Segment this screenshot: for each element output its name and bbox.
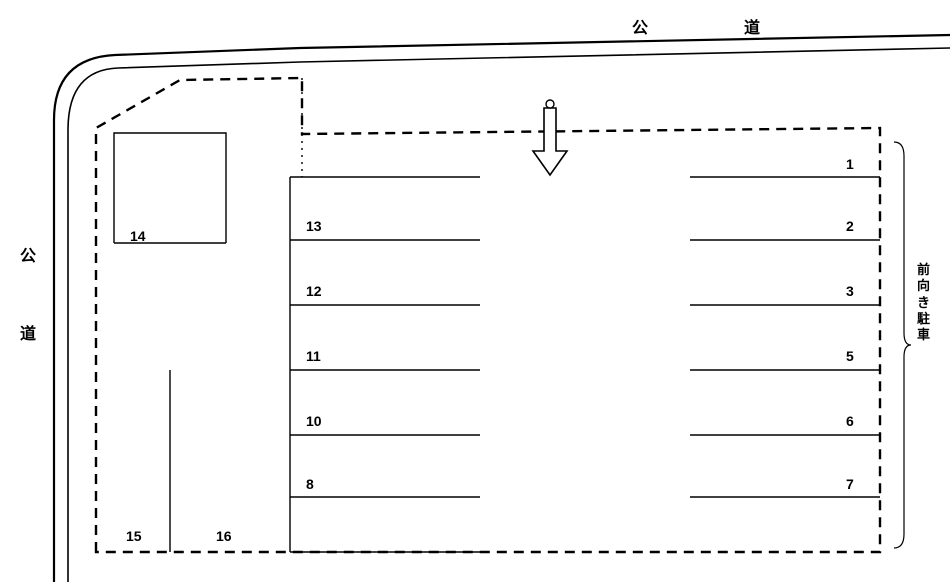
road-label-top-1: 公 — [632, 14, 648, 38]
road-label-left-2: 道 — [20, 320, 36, 344]
slot-number: 5 — [846, 348, 854, 364]
slot-number: 10 — [306, 413, 322, 429]
slot-number: 14 — [130, 228, 146, 244]
vertical-note-forward-parking: 前向き駐車 — [917, 262, 930, 343]
slot-number: 15 — [126, 528, 142, 544]
slot-number: 11 — [306, 348, 321, 364]
slot-number: 8 — [306, 476, 314, 492]
slot-number: 13 — [306, 218, 322, 234]
slot-number: 2 — [846, 218, 854, 234]
road-label-left-1: 公 — [20, 242, 36, 266]
road-label-top-2: 道 — [744, 14, 760, 38]
slot-number: 1 — [846, 156, 854, 172]
slot-number: 3 — [846, 283, 854, 299]
parking-diagram-svg — [0, 0, 950, 582]
slot-number: 6 — [846, 413, 854, 429]
slot-number: 16 — [216, 528, 232, 544]
slot-number: 12 — [306, 283, 322, 299]
slot-number: 7 — [846, 476, 854, 492]
